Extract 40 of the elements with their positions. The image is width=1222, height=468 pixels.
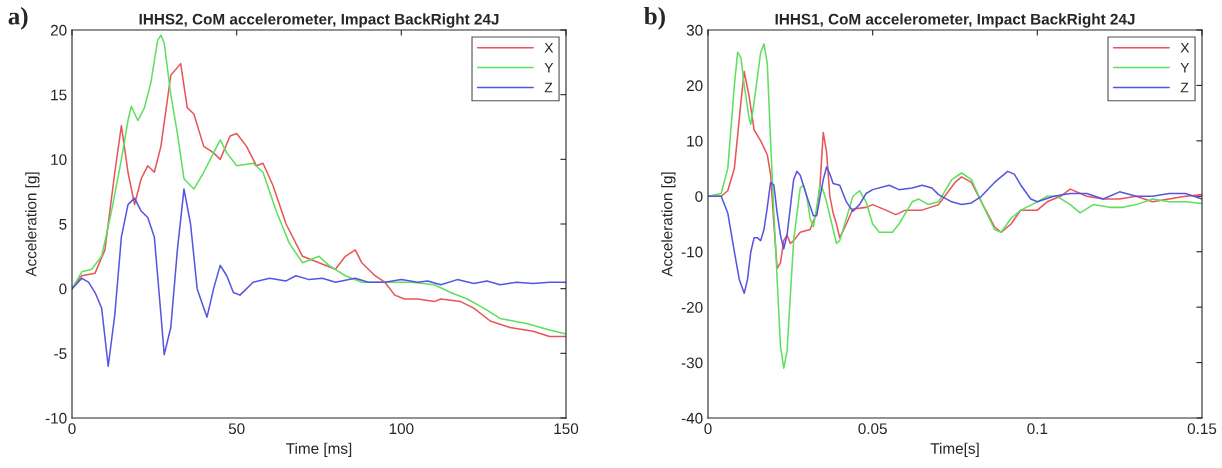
y-tick-label: 0 bbox=[695, 191, 703, 202]
chart-title: IHHS1, CoM accelerometer, Impact BackRight 24J bbox=[775, 13, 1135, 28]
y-tick-label: 10 bbox=[51, 154, 67, 166]
x-tick-label: 100 bbox=[389, 423, 414, 435]
y-tick-label: 15 bbox=[51, 89, 67, 101]
y-tick-label: 0 bbox=[59, 283, 67, 295]
line-series bbox=[708, 166, 1202, 295]
y-tick-label: -30 bbox=[681, 357, 703, 369]
y-tick-label: 20 bbox=[686, 80, 703, 92]
x-tick-label: 0.15 bbox=[1187, 423, 1217, 435]
x-tick-label: 0 bbox=[68, 423, 76, 435]
y-tick-label: 10 bbox=[687, 135, 703, 147]
y-axis-title: Acceleration [g] bbox=[25, 172, 40, 277]
y-tick-label: -40 bbox=[681, 412, 703, 424]
x-tick-label: 0.1 bbox=[1027, 423, 1048, 435]
text: b) bbox=[644, 7, 665, 30]
legend-label: Y bbox=[1180, 62, 1190, 73]
chart-title: IHHS2, CoM accelerometer, Impact BackRight 24J bbox=[139, 13, 499, 28]
x-tick-label: 0.05 bbox=[858, 423, 887, 435]
line-series bbox=[708, 43, 1202, 369]
y-axis-title: Acceleration [g] bbox=[661, 172, 676, 277]
y-tick-label: -10 bbox=[681, 246, 703, 258]
x-axis-title: Time[s] bbox=[930, 442, 979, 457]
x-tick-label: 50 bbox=[228, 423, 245, 435]
x-tick-label: 0 bbox=[704, 423, 712, 435]
y-tick-label: -20 bbox=[681, 302, 703, 313]
text: a) bbox=[8, 7, 28, 30]
y-tick-label: 20 bbox=[50, 24, 67, 36]
y-tick-label: 5 bbox=[59, 219, 67, 230]
legend-label: Z bbox=[544, 82, 553, 93]
legend-label: X bbox=[1180, 43, 1190, 53]
y-tick-label: -10 bbox=[45, 412, 67, 424]
x-tick-label: 150 bbox=[554, 423, 579, 435]
legend-label: Y bbox=[544, 62, 554, 73]
legend-label: X bbox=[544, 43, 554, 53]
legend-label: Z bbox=[1180, 82, 1189, 93]
x-axis-title: Time [ms] bbox=[286, 442, 352, 457]
y-tick-label: -5 bbox=[54, 348, 67, 360]
line-series bbox=[72, 188, 566, 368]
y-tick-label: 30 bbox=[686, 24, 703, 36]
